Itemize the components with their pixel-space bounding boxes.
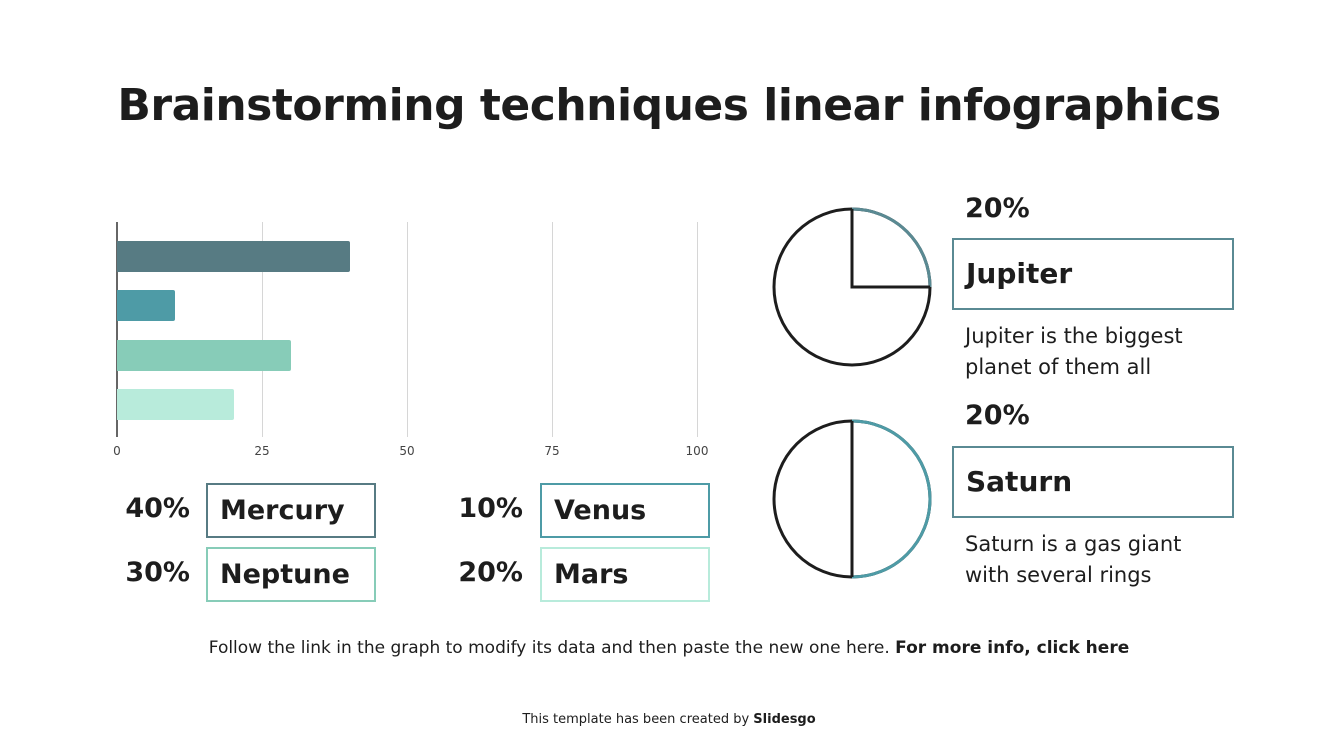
pie-desc-line: Jupiter is the biggest <box>965 324 1183 348</box>
bar-mars <box>117 389 234 420</box>
tick-100: 100 <box>685 444 709 458</box>
tick-50: 50 <box>399 444 415 458</box>
gridline-100 <box>697 222 698 437</box>
legend-box-neptune: Neptune <box>206 547 376 602</box>
credit: This template has been created by Slides… <box>0 712 1338 727</box>
more-info-link[interactable]: For more info, click here <box>895 638 1130 658</box>
gridline-50 <box>407 222 408 437</box>
pie-desc-line: Saturn is a gas giant <box>965 532 1182 556</box>
gridline-25 <box>262 222 263 437</box>
tick-75: 75 <box>544 444 560 458</box>
pie-desc-line: with several rings <box>965 563 1152 587</box>
pie-box-saturn: Saturn <box>952 446 1234 518</box>
legend-box-mercury: Mercury <box>206 483 376 538</box>
pie-desc-line: planet of them all <box>965 355 1152 379</box>
bar-neptune <box>117 340 291 371</box>
pie-desc-saturn: Saturn is a gas giant with several rings <box>965 529 1245 591</box>
legend-pct-venus: 10% <box>458 493 523 524</box>
credit-text: This template has been created by <box>522 712 754 727</box>
pie-pct-jupiter: 20% <box>965 193 1030 224</box>
tick-25: 25 <box>254 444 270 458</box>
footnote: Follow the link in the graph to modify i… <box>0 638 1338 658</box>
footnote-text: Follow the link in the graph to modify i… <box>208 638 896 658</box>
legend-pct-mars: 20% <box>458 557 523 588</box>
tick-0: 0 <box>113 444 121 458</box>
pie-saturn <box>772 419 932 579</box>
bar-chart: 0 25 50 75 100 <box>113 222 708 458</box>
bar-mercury <box>117 241 350 272</box>
pie-jupiter <box>772 207 932 367</box>
pie-desc-jupiter: Jupiter is the biggest planet of them al… <box>965 321 1245 383</box>
bar-venus <box>117 290 175 321</box>
legend-pct-neptune: 30% <box>125 557 190 588</box>
legend-pct-mercury: 40% <box>125 493 190 524</box>
y-axis <box>116 222 118 437</box>
legend-box-venus: Venus <box>540 483 710 538</box>
brand-link[interactable]: Slidesgo <box>753 712 816 727</box>
gridline-75 <box>552 222 553 437</box>
legend-box-mars: Mars <box>540 547 710 602</box>
pie-box-jupiter: Jupiter <box>952 238 1234 310</box>
page-title: Brainstorming techniques linear infograp… <box>117 80 1221 131</box>
pie-pct-saturn: 20% <box>965 400 1030 431</box>
